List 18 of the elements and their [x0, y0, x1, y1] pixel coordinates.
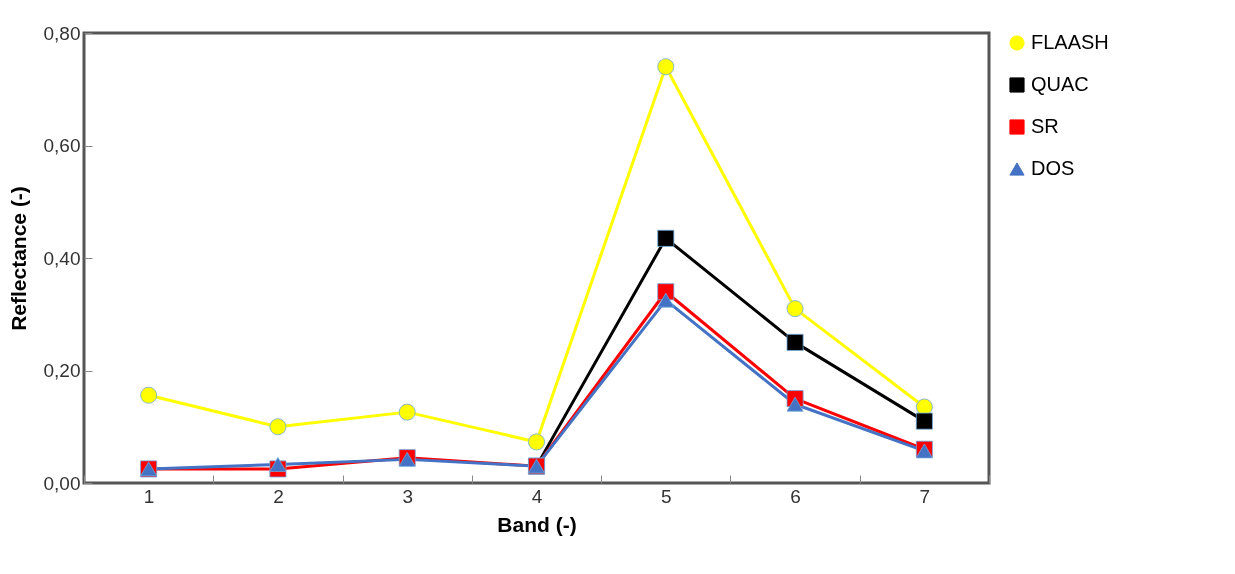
y-axis-title: Reflectance (-)	[6, 186, 30, 331]
legend-label: QUAC	[1031, 73, 1089, 95]
x-tick-label: 7	[919, 485, 931, 507]
y-tick-label: 0,80	[43, 22, 81, 44]
legend-label: DOS	[1031, 157, 1075, 179]
x-tick-label: 2	[273, 485, 284, 507]
legend-label: FLAASH	[1031, 31, 1109, 53]
legend-label: SR	[1031, 115, 1059, 137]
x-tick-label: 4	[531, 485, 543, 507]
y-tick-label: 0,40	[43, 247, 81, 269]
x-axis-title: Band (-)	[497, 512, 577, 536]
y-tick-label: 0,60	[43, 135, 81, 156]
x-tick-label: 5	[661, 485, 672, 507]
x-tick-label: 3	[402, 485, 413, 507]
y-tick-label: 0,00	[43, 472, 81, 494]
x-tick-label: 6	[790, 485, 801, 507]
x-tick-label: 1	[143, 485, 155, 507]
y-tick-label: 0,20	[43, 360, 81, 381]
